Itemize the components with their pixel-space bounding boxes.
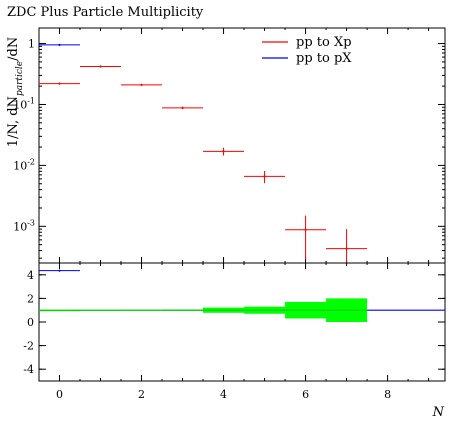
data-point	[222, 150, 225, 153]
series-pp-to-xp	[39, 65, 368, 263]
data-point	[58, 43, 61, 47]
y-tick-label: 1	[28, 38, 35, 51]
data-point	[99, 65, 102, 68]
x-axis-label: N	[432, 405, 445, 420]
x-tick-label: 0	[56, 388, 63, 401]
x-tick-label: 4	[220, 388, 227, 401]
data-point	[263, 175, 266, 178]
ratio-y-tick-label: 4	[27, 269, 34, 282]
ratio-plot-frame	[38, 262, 446, 382]
y-tick-label: 10-2	[13, 157, 35, 172]
legend-label: pp to Xp	[296, 35, 352, 50]
data-point	[140, 83, 143, 86]
svg-text:1/N, dNparticle/dN: 1/N, dNparticle/dN	[6, 37, 25, 147]
data-point	[181, 106, 184, 109]
data-point	[304, 228, 307, 231]
data-point	[345, 247, 348, 250]
x-tick-label: 2	[138, 388, 145, 401]
ratio-y-tick-label: 0	[27, 316, 34, 329]
data-point	[58, 82, 61, 85]
ratio-point	[58, 269, 61, 272]
ratio-plot: 0 2 4 6 8 4 2 0 -2 -4	[23, 262, 446, 401]
x-tick-label: 8	[384, 388, 391, 401]
series-pp-to-px	[39, 43, 81, 47]
main-plot-frame	[38, 27, 446, 264]
chart-title: ZDC Plus Particle Multiplicity	[7, 5, 204, 20]
legend-label: pp to pX	[296, 51, 352, 66]
ratio-y-tick-label: -4	[23, 363, 34, 376]
ratio-y-tick-label: 2	[27, 292, 34, 305]
main-plot: 1 10-1 10-2 10-3	[13, 27, 446, 381]
x-tick-label: 6	[302, 388, 309, 401]
y-axis-label: 1/N, dNparticle/dN	[6, 37, 25, 147]
ratio-y-tick-label: -2	[23, 340, 34, 353]
y-tick-label: 10-3	[13, 218, 35, 233]
y-tick-label: 10-1	[13, 96, 35, 111]
